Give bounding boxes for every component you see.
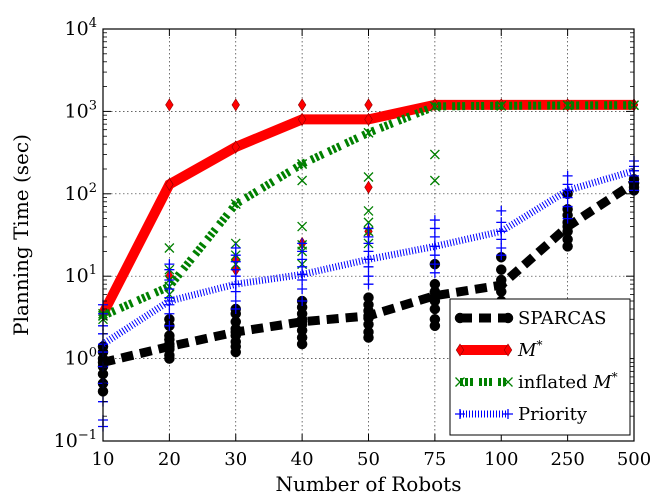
series-3-point xyxy=(496,217,507,228)
series-3-point xyxy=(164,308,175,319)
legend-marker-2 xyxy=(503,377,513,387)
series-3-point xyxy=(429,259,440,270)
x-tick-label: 500 xyxy=(617,449,651,470)
series-0-median-point xyxy=(164,341,175,352)
series-2-point xyxy=(429,175,440,186)
series-3-median-point xyxy=(164,296,175,307)
series-1-point xyxy=(231,98,240,112)
series-1-point xyxy=(364,180,373,194)
y-tick-label: 10−1 xyxy=(54,428,97,452)
legend: SPARCAS M* inflated M* Priority xyxy=(449,298,631,436)
series-2-point xyxy=(363,172,374,182)
x-tick-label: 50 xyxy=(357,449,380,470)
series-3-point xyxy=(562,170,573,181)
series-0-median-point xyxy=(496,279,507,291)
series-3-point xyxy=(363,271,374,282)
series-1-point xyxy=(364,98,373,112)
x-tick-label: 30 xyxy=(224,449,247,470)
series-0-point xyxy=(496,264,507,275)
series-3-point xyxy=(164,274,175,285)
legend-marker-3 xyxy=(503,409,513,419)
series-2-median-point xyxy=(230,199,241,210)
series-3-point xyxy=(496,242,507,253)
legend-marker-0 xyxy=(454,312,466,324)
series-0-median-point xyxy=(230,326,241,338)
series-3-point xyxy=(297,283,308,294)
series-0 xyxy=(97,174,640,397)
series-3-median-point xyxy=(496,226,507,237)
series-3-point xyxy=(164,283,175,294)
series-3-point xyxy=(562,213,573,224)
series-3-point xyxy=(164,259,175,270)
series-0-point xyxy=(164,330,175,341)
series-3-point xyxy=(496,205,507,216)
y-tick-label: 102 xyxy=(65,181,97,205)
series-3-point xyxy=(230,296,241,307)
x-tick-label: 250 xyxy=(550,449,584,470)
y-tick-label: 100 xyxy=(65,346,97,370)
x-tick-label: 20 xyxy=(158,449,181,470)
series-1-median-point xyxy=(364,112,373,126)
series-0-point xyxy=(429,278,441,290)
legend-marker-0 xyxy=(502,312,514,324)
series-3-point xyxy=(429,250,440,261)
series-2-median-point xyxy=(562,100,573,111)
series-0-point xyxy=(429,314,441,325)
x-tick-label: 75 xyxy=(423,449,446,470)
axis-ticks: 10 20 30 40 50 75 100 250 500 10−1 100 101 102 103 104 xyxy=(54,16,652,470)
series-2-median-point xyxy=(363,127,374,138)
y-tick-label: 101 xyxy=(65,263,97,287)
series-3-point xyxy=(297,238,308,249)
series-1-median-point xyxy=(165,177,174,191)
x-tick-label: 40 xyxy=(291,449,314,470)
series-2-point xyxy=(164,243,175,253)
y-axis-label: Planning Time (sec) xyxy=(9,134,33,336)
series-3-median-point xyxy=(562,185,573,196)
legend-label-0: SPARCAS xyxy=(518,308,606,329)
series-3-point xyxy=(429,215,440,226)
series-2-point xyxy=(297,221,308,232)
series-3-point xyxy=(230,242,241,253)
y-tick-label: 103 xyxy=(65,98,97,122)
x-tick-label: 100 xyxy=(484,449,518,470)
series-2-point xyxy=(363,217,374,228)
series-2-point xyxy=(429,149,440,160)
x-axis-label: Number of Robots xyxy=(276,472,462,496)
legend-label-3: Priority xyxy=(518,404,588,425)
series-3-point xyxy=(429,223,440,234)
series-1-median-point xyxy=(297,112,307,126)
series-0-median-point xyxy=(296,316,308,328)
series-1-point xyxy=(297,98,307,112)
series-3-point xyxy=(429,267,440,278)
series-0-median-point xyxy=(429,290,441,301)
series-2-point xyxy=(363,205,374,216)
legend-marker-2 xyxy=(455,377,465,387)
series-2-median-point xyxy=(429,101,440,112)
series-0-point xyxy=(363,292,374,303)
series-2-median-point xyxy=(297,159,308,169)
x-tick-label: 10 xyxy=(92,449,115,470)
series-3-point xyxy=(164,320,175,331)
series-3-point xyxy=(429,231,440,242)
y-tick-label: 104 xyxy=(65,16,97,40)
series-3-point xyxy=(297,296,308,307)
legend-label-2: inflated M* xyxy=(518,370,618,393)
legend-marker-1 xyxy=(455,343,465,357)
series-3-point xyxy=(363,231,374,242)
series-3-median-point xyxy=(429,241,440,252)
series-1-point xyxy=(165,98,174,112)
legend-marker-1 xyxy=(503,343,513,357)
series-3-median-point xyxy=(230,279,241,290)
series-2-point xyxy=(297,175,308,186)
series-3-point xyxy=(562,201,573,212)
series-3-point xyxy=(363,223,374,234)
legend-label-1: M* xyxy=(517,338,542,361)
legend-marker-3 xyxy=(455,409,465,419)
series-3-median-point xyxy=(297,269,308,280)
series-1-median-point xyxy=(231,140,240,154)
series-2-median-point xyxy=(496,100,507,111)
series-0-median-point xyxy=(363,310,374,322)
series-3-median-point xyxy=(363,254,374,265)
